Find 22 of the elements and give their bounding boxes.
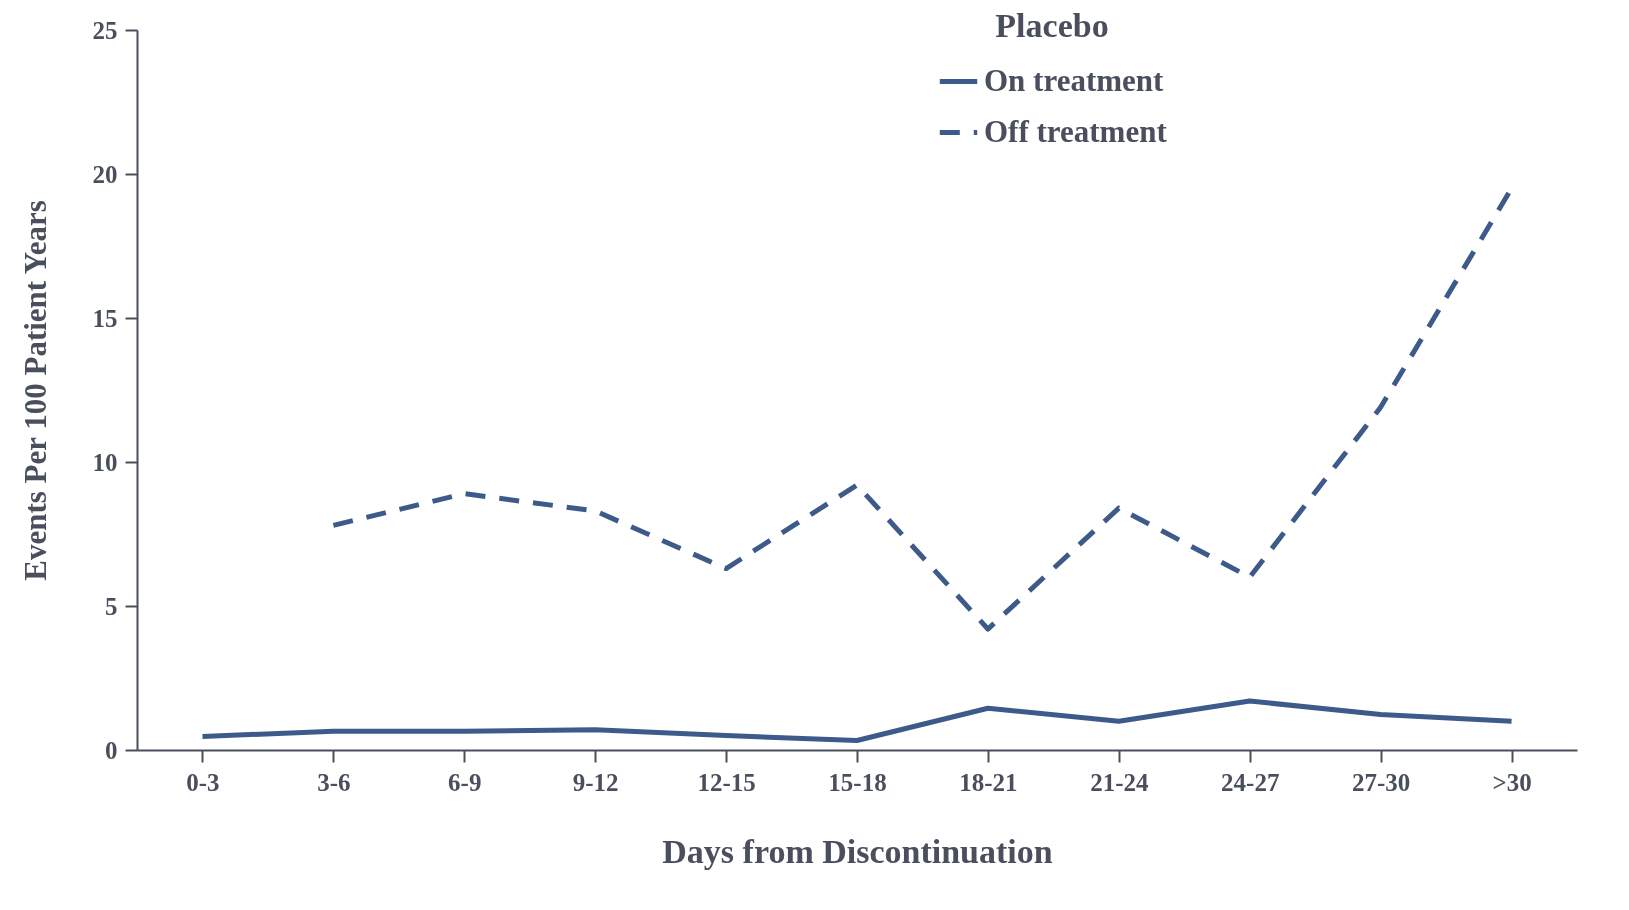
x-tick-label: 18-21 <box>959 768 1018 796</box>
x-axis-title: Days from Discontinuation <box>662 832 1053 870</box>
legend-label: On treatment <box>984 62 1165 98</box>
x-tick-label: 12-15 <box>697 768 756 796</box>
y-axis-title: Events Per 100 Patient Years <box>17 200 53 581</box>
y-tick-label: 0 <box>105 736 118 764</box>
x-tick-label: 21-24 <box>1090 768 1149 796</box>
legend-title: Placebo <box>995 7 1109 44</box>
x-tick-label: 6-9 <box>448 768 482 796</box>
y-tick-label: 5 <box>105 592 118 620</box>
x-tick-label: 15-18 <box>828 768 887 796</box>
y-tick-label: 20 <box>92 160 118 188</box>
x-tick-label: >30 <box>1492 768 1532 796</box>
y-tick-label: 25 <box>92 16 118 44</box>
x-tick-label: 0-3 <box>186 768 220 796</box>
x-tick-label: 27-30 <box>1351 768 1411 796</box>
legend-label: Off treatment <box>984 113 1168 149</box>
y-tick-label: 10 <box>92 448 118 476</box>
x-tick-label: 3-6 <box>317 768 351 796</box>
x-tick-label: 24-27 <box>1221 768 1280 796</box>
x-tick-label: 9-12 <box>572 768 619 796</box>
y-tick-label: 15 <box>92 304 118 332</box>
